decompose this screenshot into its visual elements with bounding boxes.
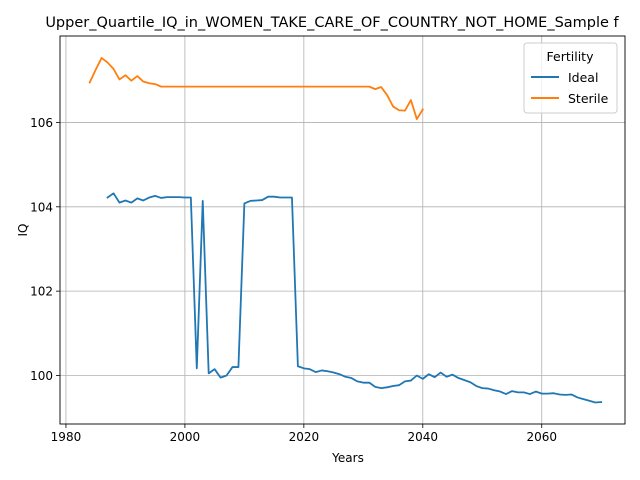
legend-box bbox=[523, 42, 618, 114]
legend-title: Fertility bbox=[547, 49, 595, 64]
x-tick-label: 2040 bbox=[408, 430, 439, 444]
x-tick-label: 2020 bbox=[289, 430, 320, 444]
y-axis-label: IQ bbox=[16, 224, 30, 237]
y-tick-label: 100 bbox=[30, 369, 53, 383]
chart-title: Upper_Quartile_IQ_in_WOMEN_TAKE_CARE_OF_… bbox=[45, 15, 619, 31]
x-tick-label: 2060 bbox=[526, 430, 557, 444]
legend-label-sterile: Sterile bbox=[568, 91, 609, 106]
y-tick-label: 104 bbox=[30, 200, 53, 214]
x-tick-label: 1980 bbox=[51, 430, 82, 444]
legend: Fertility Ideal Sterile bbox=[523, 42, 618, 114]
legend-label-ideal: Ideal bbox=[568, 70, 598, 85]
axis-ticks: 1980 2000 2020 2040 2060 100 102 104 106 bbox=[30, 116, 557, 444]
series-line-ideal bbox=[106, 192, 603, 404]
series-line-sterile bbox=[88, 57, 425, 120]
y-tick-label: 102 bbox=[30, 285, 53, 299]
plot-frame bbox=[59, 35, 626, 425]
x-tick-label: 2000 bbox=[170, 430, 201, 444]
series-lines bbox=[88, 57, 603, 404]
y-tick-label: 106 bbox=[30, 116, 53, 130]
x-axis-label: Years bbox=[331, 451, 364, 465]
